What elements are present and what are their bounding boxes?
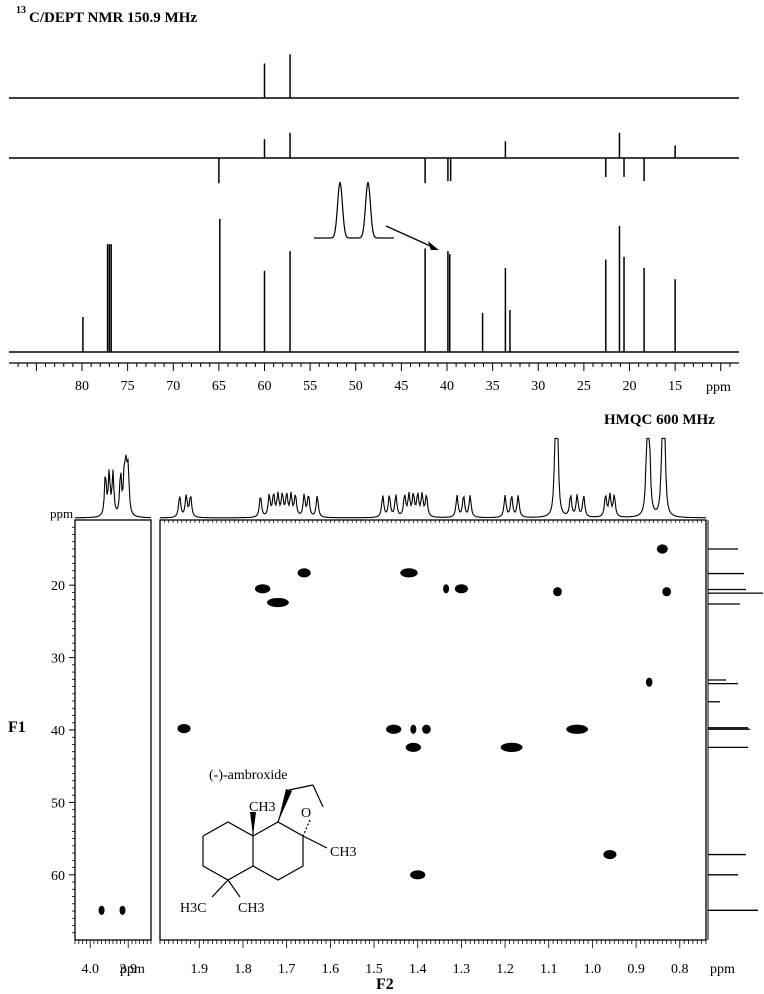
methyl-top-label: CH3 — [249, 800, 275, 815]
f2-axis-label: F2 — [376, 976, 394, 993]
dept-tick-label-75: 75 — [121, 379, 135, 394]
oxygen-label: O — [301, 806, 311, 821]
f2-tick-label-1.2: 1.2 — [496, 962, 514, 977]
cross-peak-13 — [422, 724, 431, 734]
methyl-bottom-right-label: CH3 — [238, 901, 264, 916]
f2-tick-label-1.5: 1.5 — [365, 962, 383, 977]
side-chain-bond-3 — [312, 784, 324, 808]
doublet-inset-trace — [314, 181, 394, 239]
f1-tick-label-30: 30 — [51, 652, 65, 667]
ring-a-bonds — [202, 821, 254, 881]
cross-peak-11 — [386, 724, 402, 734]
compound-name: (-)-ambroxide — [209, 768, 288, 783]
inset-arrow-shaft — [385, 225, 436, 249]
f2-tick-label-1.8: 1.8 — [234, 962, 252, 977]
main-x-axis-unit: ppm — [710, 962, 735, 977]
cross-peak-8 — [454, 584, 468, 594]
f2-projection-main-trace — [160, 437, 707, 519]
cross-peak-1 — [662, 587, 672, 597]
cross-peak-5 — [297, 568, 311, 578]
cross-peak-6 — [400, 568, 418, 578]
cross-peak-4 — [267, 597, 289, 608]
hmqc-title: HMQC 600 MHz — [604, 412, 715, 428]
cross-peak-16 — [500, 742, 523, 752]
f2-tick-label-1: 1.0 — [584, 962, 602, 977]
f2-tick-label-1.7: 1.7 — [278, 962, 296, 977]
f1-projection-unit-label: ppm — [50, 506, 73, 521]
main-panel-frame — [159, 519, 707, 941]
f2-tick-label-0.8: 0.8 — [671, 962, 689, 977]
side-panel-frame — [74, 519, 152, 941]
c8-methyl-bond — [302, 835, 328, 849]
dept-tick-label-65: 65 — [212, 379, 226, 394]
cross-peak-15 — [405, 742, 421, 752]
f1-tick-label-50: 50 — [51, 796, 65, 811]
gem-methyl-bond-left — [211, 879, 229, 898]
dept-tick-label-35: 35 — [486, 379, 500, 394]
dept-tick-label-60: 60 — [258, 379, 272, 394]
dept-title: C/DEPT NMR 150.9 MHz — [29, 10, 197, 26]
hmqc-axes: 20 30 40 50 60 1.9 1.8 1.7 1.6 1.5 1.4 1.3 1.2 1.1 1.0… — [51, 520, 707, 977]
cross-peak-10 — [177, 723, 191, 734]
cross-peak-18 — [410, 870, 426, 880]
cross-peak-12 — [410, 724, 417, 734]
dept-tick-label-50: 50 — [349, 379, 363, 394]
dept-tick-label-70: 70 — [166, 379, 180, 394]
side-x-axis-unit: ppm — [120, 962, 145, 977]
f1-tick-label-60: 60 — [51, 869, 65, 884]
dept-x-axis-label: ppm — [706, 380, 731, 395]
f2-projection-spectrum — [75, 437, 707, 519]
dept-tick-label-15: 15 — [668, 379, 682, 394]
side-tick-label-3.9: 3.9 — [119, 962, 137, 977]
dept-tick-label-25: 25 — [577, 379, 591, 394]
cross-peak-19 — [98, 905, 105, 915]
cross-peak-20 — [119, 905, 126, 915]
inset-arrowhead — [427, 241, 439, 250]
dept-x-axis: 80 75 70 65 60 55 50 45 40 35 30 25 20 15 — [9, 362, 739, 394]
doublet-inset — [314, 181, 439, 250]
cross-peak-7 — [443, 584, 450, 594]
f2-tick-label-1.6: 1.6 — [322, 962, 340, 977]
hmqc-panel: HMQC 600 MHz ppm F1 F2 ppm ppm 20 30 40 50 6… — [8, 412, 763, 993]
hmqc-cross-peaks — [98, 544, 672, 915]
f1-projection-spectrum — [707, 520, 763, 940]
side-tick-label-4: 4.0 — [81, 962, 99, 977]
f2-tick-label-1.3: 1.3 — [453, 962, 471, 977]
dept-tick-label-45: 45 — [394, 379, 408, 394]
methyl-right-label: CH3 — [330, 845, 356, 860]
f1-axis-label: F1 — [8, 719, 26, 736]
cross-peak-9 — [645, 677, 653, 687]
f1-tick-label-40: 40 — [51, 724, 65, 739]
dept-tick-label-40: 40 — [440, 379, 454, 394]
ring-b-bonds — [252, 821, 304, 881]
cross-peak-2 — [553, 587, 562, 597]
f2-tick-label-1.1: 1.1 — [540, 962, 558, 977]
cross-peak-0 — [656, 544, 668, 554]
wedge-bond-methyl — [250, 812, 256, 836]
cross-peak-3 — [255, 584, 271, 594]
wedge-bond-side-chain — [278, 789, 292, 822]
f2-tick-label-0.9: 0.9 — [627, 962, 645, 977]
methyl-bottom-left-label: H3C — [180, 901, 206, 916]
side-chain-bond-2 — [288, 784, 314, 791]
gem-methyl-bond-right — [227, 879, 241, 898]
dept-tick-label-20: 20 — [623, 379, 637, 394]
dept-title-superscript: 13 — [16, 5, 26, 16]
f2-tick-label-1.4: 1.4 — [409, 962, 427, 977]
dept-tick-label-30: 30 — [531, 379, 545, 394]
ether-bond-hashed — [302, 819, 311, 837]
dept-panel: 13 C/DEPT NMR 150.9 MHz 80 75 70 65 60 55 50 45… — [9, 5, 739, 395]
cross-peak-14 — [566, 724, 589, 734]
dept-traces — [9, 54, 739, 353]
dept-tick-label-55: 55 — [303, 379, 317, 394]
f2-tick-label-1.9: 1.9 — [191, 962, 209, 977]
dept-tick-label-80: 80 — [75, 379, 89, 394]
f1-tick-label-20: 20 — [51, 579, 65, 594]
cross-peak-17 — [603, 849, 617, 860]
f2-projection-side-trace — [75, 454, 151, 519]
